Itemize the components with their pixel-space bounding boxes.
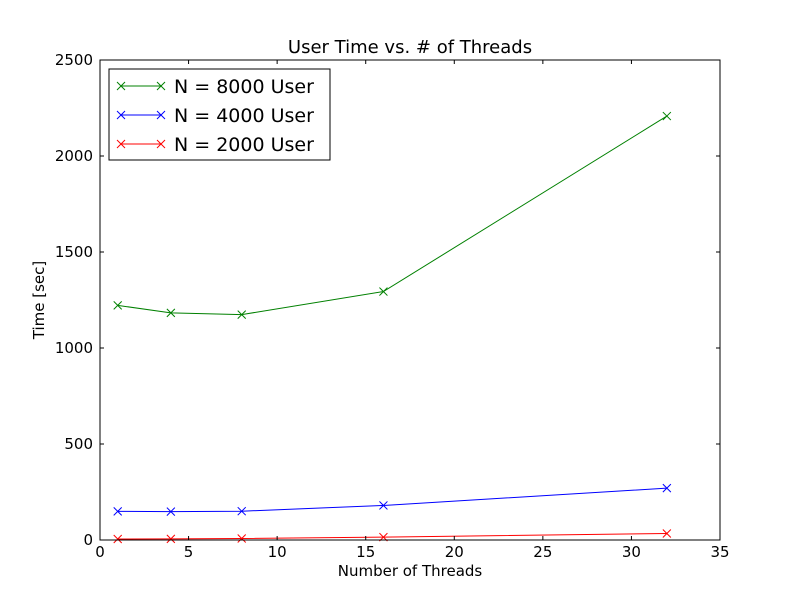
series-2-point-0 bbox=[113, 534, 123, 544]
series-1-point-1 bbox=[166, 507, 176, 516]
y-tick-label-3: 1500 bbox=[55, 243, 93, 261]
legend-label-1: N = 4000 User bbox=[174, 105, 314, 127]
x-axis-label: Number of Threads bbox=[338, 562, 483, 580]
series-1-point-0 bbox=[113, 507, 123, 516]
ticks-layer: 0 5 10 15 20 25 30 35 0 500 1000 1500 2000 2500 bbox=[55, 51, 730, 561]
series-0-point-1 bbox=[166, 308, 176, 318]
x-tick-label-2: 10 bbox=[268, 543, 287, 561]
x-tick-label-0: 0 bbox=[95, 543, 105, 561]
legend-marker-left-0 bbox=[116, 81, 126, 91]
chart-title: User Time vs. # of Threads bbox=[288, 37, 532, 58]
y-tick-label-4: 2000 bbox=[55, 147, 93, 165]
legend-marker-right-1 bbox=[156, 110, 166, 120]
series-0-point-0 bbox=[113, 301, 123, 310]
x-tick-label-1: 5 bbox=[184, 543, 194, 561]
y-tick-label-0: 0 bbox=[83, 531, 93, 549]
x-tick-label-4: 20 bbox=[445, 543, 464, 561]
legend-label-0: N = 8000 User bbox=[174, 76, 314, 98]
y-tick-label-2: 1000 bbox=[55, 339, 93, 357]
series-line-1 bbox=[117, 487, 667, 513]
series-line-2 bbox=[117, 532, 667, 540]
x-tick-label-7: 35 bbox=[710, 543, 729, 561]
x-tick-label-3: 15 bbox=[356, 543, 375, 561]
x-tick-label-6: 30 bbox=[622, 543, 641, 561]
series-0-point-3 bbox=[379, 287, 388, 296]
y-tick-label-1: 500 bbox=[64, 435, 93, 453]
series-2-point-1 bbox=[166, 534, 176, 544]
legend-marker-left-2 bbox=[116, 139, 126, 149]
legend-box bbox=[108, 68, 331, 161]
y-tick-label-5: 2500 bbox=[55, 51, 93, 69]
legend-label-2: N = 2000 User bbox=[174, 134, 314, 156]
x-tick-label-5: 25 bbox=[533, 543, 552, 561]
legend: N = 8000 User N = 4000 User N = 2000 User bbox=[108, 68, 331, 161]
legend-marker-left-1 bbox=[116, 110, 126, 120]
y-axis-label: Time [sec] bbox=[30, 261, 48, 340]
series-1-point-4 bbox=[662, 483, 672, 493]
series-2-point-4 bbox=[662, 529, 672, 538]
series-0-point-2 bbox=[237, 310, 247, 319]
series-1-point-2 bbox=[237, 506, 247, 516]
legend-marker-right-0 bbox=[156, 81, 166, 91]
plot-frame bbox=[99, 59, 721, 541]
legend-marker-right-2 bbox=[156, 139, 166, 149]
series-1-point-3 bbox=[379, 501, 388, 510]
series-2-point-2 bbox=[237, 534, 247, 543]
series-layer bbox=[113, 111, 672, 544]
series-0-point-4 bbox=[662, 111, 672, 121]
